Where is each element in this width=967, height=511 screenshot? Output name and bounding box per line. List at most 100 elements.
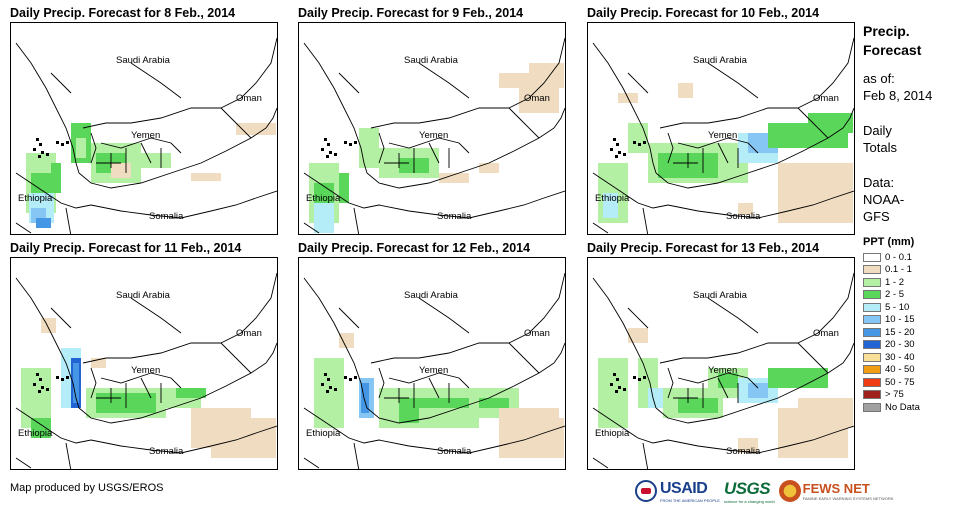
- precip-cell: [41, 318, 56, 333]
- island-mark: [618, 151, 621, 154]
- precip-map: Saudi Arabia Oman Yemen Ethiopia Somalia: [587, 257, 855, 470]
- island-mark: [66, 376, 69, 379]
- legend-swatch: [863, 390, 881, 400]
- island-mark: [349, 378, 352, 381]
- island-mark: [321, 383, 324, 386]
- country-label-somalia: Somalia: [149, 446, 184, 457]
- precip-cell: [176, 388, 206, 398]
- island-mark: [321, 148, 324, 151]
- legend-label: > 75: [885, 389, 904, 401]
- country-label-ethiopia: Ethiopia: [18, 193, 53, 204]
- precip-cell: [479, 398, 509, 408]
- border-line: [220, 272, 277, 344]
- data-label: Data:: [863, 175, 895, 190]
- panel-title: Daily Precip. Forecast for 8 Feb., 2014: [10, 6, 236, 20]
- asof-date: Feb 8, 2014: [863, 88, 933, 103]
- precip-cell: [738, 438, 758, 453]
- map-canvas: [15, 272, 277, 469]
- island-mark: [354, 376, 357, 379]
- country-label-somalia: Somalia: [149, 211, 184, 222]
- asof-label: as of:: [863, 71, 895, 86]
- precip-cell: [718, 373, 738, 388]
- island-mark: [615, 390, 618, 393]
- border-line: [78, 127, 267, 189]
- border-line: [338, 62, 470, 99]
- legend-swatch: [863, 402, 881, 412]
- legend-item: 50 - 75: [863, 376, 963, 389]
- country-label-saudi: Saudi Arabia: [404, 290, 458, 301]
- forecast-panel-6: Daily Precip. Forecast for 13 Feb., 2014…: [587, 240, 855, 470]
- map-credit: Map produced by USGS/EROS: [10, 482, 164, 494]
- island-mark: [326, 390, 329, 393]
- legend-label: 2 - 5: [885, 289, 905, 301]
- island-mark: [334, 388, 337, 391]
- forecast-panel-1: Daily Precip. Forecast for 8 Feb., 2014 S…: [10, 5, 278, 235]
- legend-swatch: [863, 377, 881, 387]
- country-label-yemen: Yemen: [419, 130, 449, 141]
- legend-label: 1 - 2: [885, 276, 905, 288]
- precip-cell: [529, 418, 564, 458]
- legend-swatch: [863, 290, 881, 300]
- country-label-ethiopia: Ethiopia: [595, 193, 630, 204]
- legend-item: 40 - 50: [863, 364, 963, 377]
- island-mark: [33, 148, 36, 151]
- legend-item: 0.1 - 1: [863, 264, 963, 277]
- country-label-ethiopia: Ethiopia: [595, 428, 630, 439]
- border-line: [642, 442, 649, 469]
- border-line: [353, 207, 360, 234]
- legend-label: 50 - 75: [885, 376, 915, 388]
- fews-wordmark: FEWS NET: [802, 481, 870, 496]
- country-label-somalia: Somalia: [437, 211, 472, 222]
- panel-title: Daily Precip. Forecast for 11 Feb., 2014: [10, 241, 242, 255]
- precip-map: Saudi Arabia Oman Yemen Ethiopia Somalia: [298, 22, 566, 235]
- legend-item: 30 - 40: [863, 351, 963, 364]
- border-line: [220, 342, 252, 374]
- precip-cell: [76, 138, 86, 158]
- island-mark: [344, 141, 347, 144]
- island-mark: [349, 143, 352, 146]
- border-line: [82, 342, 221, 364]
- border-line: [338, 297, 470, 334]
- country-label-saudi: Saudi Arabia: [116, 55, 170, 66]
- legend-swatch: [863, 365, 881, 375]
- border-line: [627, 297, 759, 334]
- border-line: [65, 207, 72, 234]
- legend-label: No Data: [885, 401, 920, 413]
- data-source-1: NOAA-: [863, 192, 905, 207]
- precip-cell: [73, 363, 79, 403]
- island-mark: [38, 390, 41, 393]
- totals-label: Totals: [863, 140, 897, 155]
- side-title-line1: Precip.: [863, 23, 910, 39]
- border-line: [90, 367, 182, 408]
- fews-seal-icon: [778, 480, 801, 502]
- forecast-panel-4: Daily Precip. Forecast for 11 Feb., 2014…: [10, 240, 278, 470]
- island-mark: [613, 373, 616, 376]
- border-line: [378, 367, 470, 408]
- island-mark: [623, 388, 626, 391]
- border-line: [655, 127, 844, 189]
- precip-cell: [191, 173, 221, 181]
- border-line: [50, 62, 182, 99]
- country-label-saudi: Saudi Arabia: [693, 55, 747, 66]
- border-line: [797, 107, 829, 139]
- island-mark: [344, 376, 347, 379]
- country-label-oman: Oman: [813, 93, 839, 104]
- legend-swatch: [863, 265, 881, 275]
- island-mark: [61, 143, 64, 146]
- island-mark: [638, 378, 641, 381]
- legend-label: 20 - 30: [885, 339, 915, 351]
- island-mark: [324, 373, 327, 376]
- border-line: [90, 132, 182, 173]
- border-line: [627, 62, 759, 99]
- border-line: [303, 172, 565, 219]
- legend-title: PPT (mm): [863, 236, 915, 248]
- country-label-somalia: Somalia: [437, 446, 472, 457]
- panel-title: Daily Precip. Forecast for 12 Feb., 2014: [298, 241, 531, 255]
- island-mark: [61, 378, 64, 381]
- island-mark: [41, 386, 44, 389]
- precip-cell: [748, 383, 768, 398]
- forecast-panel-5: Daily Precip. Forecast for 12 Feb., 2014…: [298, 240, 566, 470]
- island-mark: [327, 378, 330, 381]
- island-mark: [616, 378, 619, 381]
- precip-map: Saudi Arabia Oman Yemen Ethiopia Somalia: [10, 257, 278, 470]
